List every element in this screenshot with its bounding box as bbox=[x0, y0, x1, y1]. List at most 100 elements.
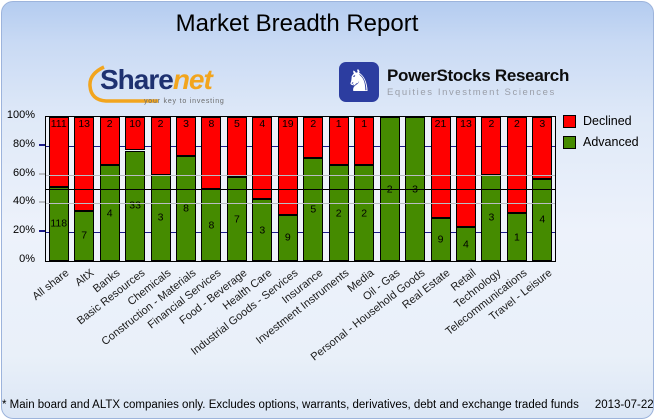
y-tick-mark bbox=[39, 143, 45, 146]
plot-area: 1111181372410332338885743199251212232191… bbox=[45, 116, 556, 262]
gridline-20 bbox=[46, 232, 555, 234]
powerstocks-title: PowerStocks Research bbox=[387, 66, 570, 85]
bar-segment-declined bbox=[277, 117, 298, 215]
gridline-80 bbox=[46, 145, 555, 147]
bar-segment-advanced bbox=[532, 178, 553, 261]
footer-note: * Main board and ALTX companies only. Ex… bbox=[2, 399, 579, 411]
bar-segment-advanced bbox=[175, 156, 196, 261]
bar-segment-declined bbox=[48, 117, 69, 187]
stacked-bar-0: 111 118 bbox=[48, 117, 69, 261]
y-tick-label: 80% bbox=[12, 137, 35, 150]
bar-segment-advanced bbox=[48, 186, 69, 261]
declined-value-label: 8 bbox=[208, 118, 215, 130]
declined-value-label: 10 bbox=[129, 118, 141, 130]
chess-knight-icon: ♞ bbox=[339, 62, 379, 102]
bar-segment-advanced bbox=[226, 177, 247, 261]
powerstocks-subtitle: Equities Investment Sciences bbox=[387, 87, 556, 98]
advanced-value-label: 9 bbox=[284, 231, 291, 244]
advanced-value-label: 8 bbox=[183, 202, 189, 215]
legend-row: Advanced bbox=[563, 135, 639, 149]
sharenet-word-share: Share bbox=[100, 64, 174, 95]
powerstocks-logo: ♞ PowerStocks Research Equities Investme… bbox=[339, 62, 569, 102]
sharenet-tagline: your key to investing bbox=[144, 98, 225, 105]
bar-segment-declined bbox=[430, 117, 451, 218]
bar-segment-advanced bbox=[125, 150, 146, 261]
gridline-60 bbox=[46, 174, 555, 176]
declined-value-label: 4 bbox=[259, 118, 266, 130]
bar-segment-advanced bbox=[455, 227, 476, 261]
report-date: 2013-07-22 bbox=[594, 399, 654, 411]
gridline-40 bbox=[46, 203, 555, 205]
y-tick-label: 60% bbox=[12, 166, 35, 179]
declined-value-label: 21 bbox=[434, 118, 447, 130]
y-tick-label: 100% bbox=[6, 109, 35, 121]
legend-swatch-advanced bbox=[563, 135, 576, 149]
y-axis: 100% 80% 60% 40% 20% 0% bbox=[2, 109, 45, 265]
bar-segment-advanced bbox=[252, 199, 273, 261]
bar-segment-declined bbox=[125, 117, 146, 151]
declined-value-label: 3 bbox=[539, 118, 546, 130]
legend-row: Declined bbox=[563, 114, 639, 128]
advanced-value-label: 118 bbox=[50, 217, 68, 230]
reference-line-50pct bbox=[46, 189, 555, 190]
bar-segment-declined bbox=[328, 117, 349, 165]
bar-column: 13 4 bbox=[453, 117, 478, 261]
bar-segment-declined bbox=[201, 117, 222, 189]
advanced-value-label: 7 bbox=[81, 229, 88, 242]
bar-segment-declined bbox=[506, 117, 527, 213]
sharenet-swoosh-icon bbox=[88, 65, 158, 103]
bar-segment-declined bbox=[74, 117, 95, 211]
page-title: Market Breadth Report bbox=[175, 10, 419, 37]
y-tick-mark bbox=[39, 172, 45, 175]
bar-segment-declined bbox=[481, 117, 502, 175]
y-tick-mark bbox=[39, 230, 45, 233]
bar-segment-advanced bbox=[303, 158, 324, 261]
advanced-value-label: 3 bbox=[405, 184, 425, 195]
declined-value-label: 2 bbox=[488, 118, 495, 130]
stacked-bar-3: 10 33 bbox=[125, 117, 146, 261]
footer: * Main board and ALTX companies only. Ex… bbox=[2, 399, 653, 411]
bar-column: 19 9 bbox=[275, 117, 300, 261]
advanced-value-label: 4 bbox=[539, 213, 546, 226]
bar-column: 13 7 bbox=[71, 117, 96, 261]
bar-segment-advanced bbox=[74, 210, 95, 261]
declined-value-label: 2 bbox=[310, 118, 317, 130]
y-tick-mark bbox=[39, 201, 45, 204]
bar-column: 111 118 bbox=[46, 117, 71, 261]
bar-column: 21 9 bbox=[428, 117, 453, 261]
advanced-value-label: 9 bbox=[437, 233, 444, 246]
advanced-value-label: 8 bbox=[208, 218, 215, 231]
declined-value-label: 5 bbox=[233, 118, 240, 130]
advanced-value-label: 5 bbox=[310, 203, 317, 216]
stacked-bar-1: 13 7 bbox=[74, 117, 95, 261]
advanced-value-label: 7 bbox=[233, 212, 240, 225]
bar-segment-declined bbox=[150, 117, 171, 175]
chart-legend: Declined Advanced bbox=[563, 114, 639, 156]
bar-segment-advanced bbox=[277, 214, 298, 261]
advanced-value-label: 4 bbox=[106, 206, 113, 219]
advanced-value-label: 2 bbox=[380, 184, 400, 195]
bar-segment-declined bbox=[455, 117, 476, 228]
advanced-value-label: 2 bbox=[335, 206, 342, 219]
sharenet-word-net: net bbox=[172, 64, 213, 95]
bar-column: 10 33 bbox=[122, 117, 147, 261]
bar-segment-declined bbox=[354, 117, 375, 165]
powerstocks-text: PowerStocks Research Equities Investment… bbox=[387, 66, 569, 98]
advanced-value-label: 4 bbox=[463, 237, 469, 250]
bar-segment-declined bbox=[99, 117, 120, 165]
legend-swatch-declined bbox=[563, 114, 576, 128]
declined-value-label: 2 bbox=[106, 118, 113, 130]
